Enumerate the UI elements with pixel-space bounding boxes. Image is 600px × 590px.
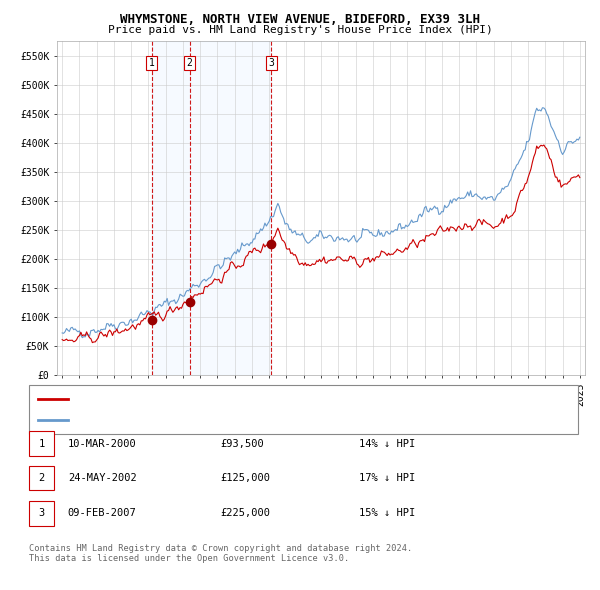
Text: £93,500: £93,500 (221, 439, 265, 448)
Text: 2: 2 (187, 58, 193, 68)
Text: Price paid vs. HM Land Registry's House Price Index (HPI): Price paid vs. HM Land Registry's House … (107, 25, 493, 35)
Text: WHYMSTONE, NORTH VIEW AVENUE, BIDEFORD, EX39 3LH: WHYMSTONE, NORTH VIEW AVENUE, BIDEFORD, … (120, 13, 480, 26)
Text: 09-FEB-2007: 09-FEB-2007 (68, 509, 137, 518)
Text: 1: 1 (149, 58, 155, 68)
Text: 2: 2 (38, 473, 44, 483)
Bar (152, 41, 271, 375)
Text: Contains HM Land Registry data © Crown copyright and database right 2024.: Contains HM Land Registry data © Crown c… (29, 545, 412, 553)
Text: 3: 3 (268, 58, 274, 68)
Text: £125,000: £125,000 (221, 473, 271, 483)
Text: WHYMSTONE, NORTH VIEW AVENUE, BIDEFORD, EX39 3LH (detached house): WHYMSTONE, NORTH VIEW AVENUE, BIDEFORD, … (74, 394, 455, 404)
Text: This data is licensed under the Open Government Licence v3.0.: This data is licensed under the Open Gov… (29, 555, 349, 563)
Text: 1: 1 (38, 439, 44, 448)
Text: 3: 3 (38, 509, 44, 518)
Text: £225,000: £225,000 (221, 509, 271, 518)
Text: 14% ↓ HPI: 14% ↓ HPI (359, 439, 415, 448)
Text: 15% ↓ HPI: 15% ↓ HPI (359, 509, 415, 518)
Text: HPI: Average price, detached house, Torridge: HPI: Average price, detached house, Torr… (74, 415, 332, 425)
Text: 10-MAR-2000: 10-MAR-2000 (68, 439, 137, 448)
Text: 24-MAY-2002: 24-MAY-2002 (68, 473, 137, 483)
Text: 17% ↓ HPI: 17% ↓ HPI (359, 473, 415, 483)
